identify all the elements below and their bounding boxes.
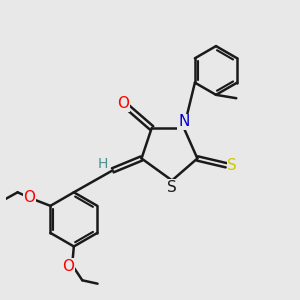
Text: S: S [227,158,237,173]
Text: N: N [178,114,190,129]
Text: O: O [118,96,130,111]
Text: S: S [167,180,177,195]
Text: O: O [23,190,35,205]
Text: H: H [98,157,109,170]
Text: O: O [62,259,74,274]
